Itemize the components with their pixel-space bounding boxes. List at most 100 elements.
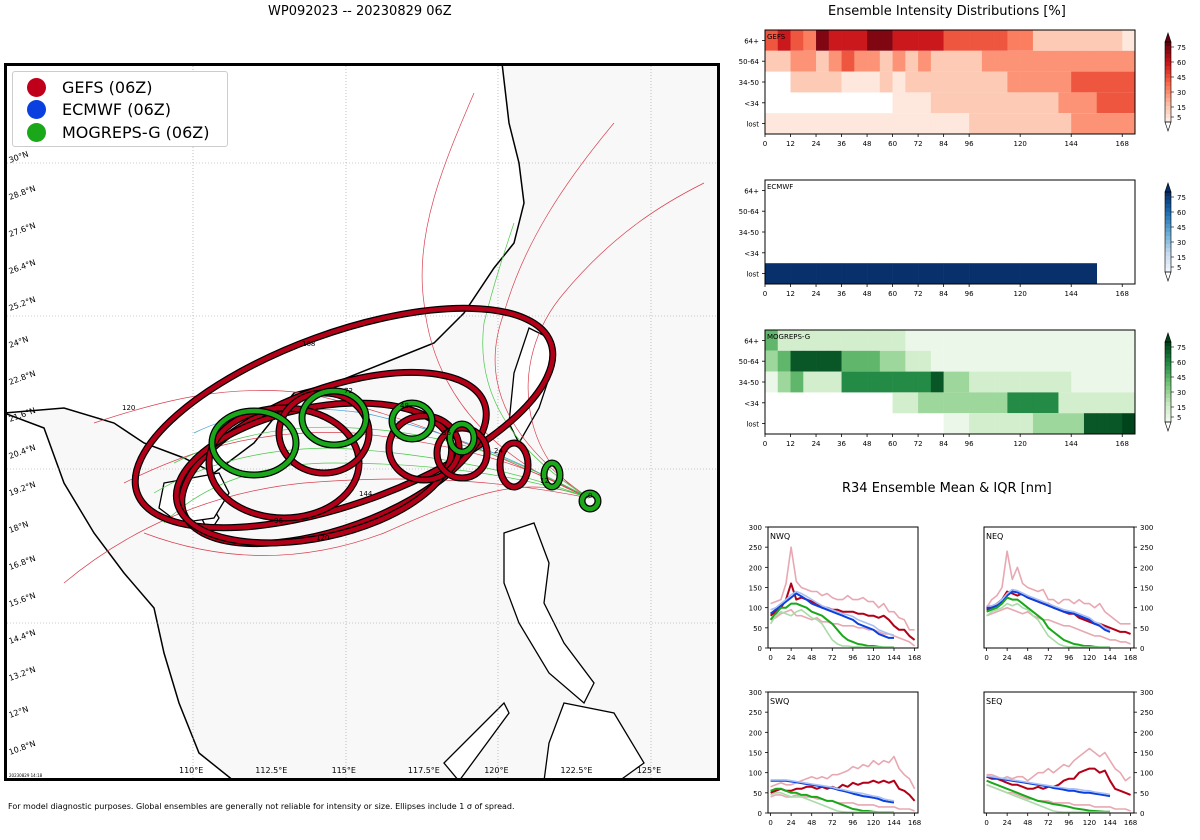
x-tick-label: 12	[786, 440, 795, 448]
heatmap-cell	[790, 30, 804, 51]
x-tick-label: 72	[828, 819, 837, 827]
y-tick-label: 200	[1140, 729, 1153, 737]
heatmap-cell	[981, 330, 995, 351]
colorbar-frame	[1164, 41, 1172, 123]
x-tick-label: 96	[965, 290, 974, 298]
map-timestamp: 20230829 14:18	[9, 773, 43, 778]
colorbar-segment	[1165, 232, 1171, 237]
x-tick-label: 0	[763, 440, 767, 448]
y-tick-label: 300	[1140, 689, 1153, 697]
y-tick-label: 0	[758, 810, 762, 818]
colorbar-segment	[1165, 236, 1171, 241]
heatmap-cell	[1020, 392, 1034, 414]
row-label: 34-50	[739, 229, 759, 237]
colorbar-segment	[1165, 256, 1171, 261]
label-24: 24	[494, 447, 503, 455]
heatmap-cell	[943, 392, 957, 414]
heatmap-cell	[1045, 413, 1059, 434]
x-tick-label: 84	[939, 440, 948, 448]
x-tick-label: 96	[965, 440, 974, 448]
colorbar-segment	[1165, 118, 1171, 123]
heatmap-cell	[994, 392, 1008, 414]
ellipse-hour-labels: 168 144 120 96 72 48 24 12 0 120 36	[122, 340, 592, 542]
heatmap-cell	[943, 50, 957, 72]
legend-label-ecmwf: ECMWF (06Z)	[62, 99, 171, 119]
lon-label: 122.5°E	[561, 766, 593, 775]
x-tick-label: 84	[939, 140, 948, 148]
heatmap-cell	[1109, 371, 1123, 393]
row-label: 34-50	[739, 379, 759, 387]
heatmap-cell	[1032, 50, 1046, 72]
heatmap-cell	[1007, 113, 1021, 134]
land-masses	[4, 63, 645, 781]
heatmap-cell	[892, 371, 906, 393]
x-tick-label: 96	[848, 819, 857, 827]
heatmap-cell	[1071, 71, 1085, 93]
heatmap-cell	[1096, 92, 1110, 114]
label-mog-36: 36	[442, 429, 451, 437]
heatmap-cell	[930, 113, 944, 134]
colorbar-segment	[1165, 398, 1171, 403]
heatmap-cell	[854, 350, 868, 372]
quadrant-label: NWQ	[770, 532, 790, 541]
colorbar-segment	[1165, 54, 1171, 59]
x-tick-label: 120	[1083, 819, 1096, 827]
heatmap-cell	[1058, 71, 1072, 93]
x-tick-label: 120	[867, 819, 880, 827]
heatmap-cell	[867, 113, 881, 134]
y-tick-label: 150	[749, 750, 762, 758]
colorbar-segment	[1165, 260, 1171, 265]
mogreps-ellipses	[208, 387, 602, 513]
heatmap-cell	[981, 113, 995, 134]
heatmap-cell	[841, 263, 868, 284]
heatmap-cell	[994, 50, 1008, 72]
heatmap-cell	[994, 350, 1008, 372]
heatmap-cell	[930, 350, 944, 372]
x-tick-label: 36	[837, 440, 846, 448]
heatmap-cell	[867, 371, 881, 393]
heatmap-cell	[918, 92, 932, 114]
colorbar-segment	[1165, 204, 1171, 209]
colorbar-segment	[1165, 212, 1171, 217]
heatmap-cell	[1096, 71, 1110, 93]
colorbar-segment	[1165, 86, 1171, 91]
heatmap-cell	[1109, 30, 1123, 51]
heatmap-cell	[981, 413, 995, 434]
heatmap-cell	[918, 392, 932, 414]
heatmap-cell	[1071, 92, 1085, 114]
r34-title: R34 Ensemble Mean & IQR [nm]	[842, 481, 1052, 496]
row-label: lost	[746, 271, 759, 279]
heatmap-cell	[981, 350, 995, 372]
y-tick-label: 0	[1140, 810, 1144, 818]
heatmap-cell	[841, 30, 855, 51]
heatmap-cell	[1058, 330, 1072, 351]
philippines-south	[543, 702, 645, 781]
row-label: 50-64	[739, 358, 760, 366]
heatmap-cell	[1122, 330, 1136, 351]
colorbar-segment	[1165, 98, 1171, 103]
x-tick-label: 0	[768, 654, 772, 662]
x-tick-label: 84	[939, 290, 948, 298]
label-120: 120	[316, 534, 329, 542]
heatmap-cell	[790, 263, 817, 284]
heatmap-cell	[1032, 371, 1046, 393]
x-tick-label: 96	[848, 654, 857, 662]
heatmap-cell	[1071, 413, 1085, 434]
heatmap-cell	[816, 350, 830, 372]
colorbar-segment	[1165, 62, 1171, 67]
heatmap-cell	[918, 350, 932, 372]
chart-background	[984, 527, 1134, 648]
heatmap-cell	[879, 30, 893, 51]
heatmap-cell	[879, 350, 893, 372]
heatmap-cell	[1083, 50, 1098, 72]
legend-label-gefs: GEFS (06Z)	[62, 77, 153, 97]
heatmap-cell	[1020, 92, 1034, 114]
heatmap-cell	[969, 392, 983, 414]
series-gefs-iqr-high	[985, 550, 1131, 625]
row-label: 34-50	[739, 79, 759, 87]
heatmap-cell	[918, 50, 932, 72]
heatmap-cell	[854, 113, 868, 134]
heatmap-cell	[1096, 30, 1110, 51]
heatmap-cell	[930, 330, 944, 351]
